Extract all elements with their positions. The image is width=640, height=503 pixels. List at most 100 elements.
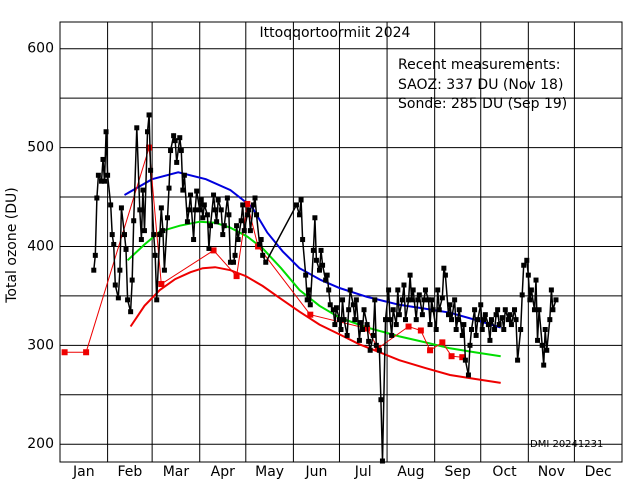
y-axis-label: Total ozone (DU) — [4, 187, 20, 304]
data-point — [244, 212, 250, 218]
data-point — [413, 317, 419, 323]
data-point — [186, 207, 192, 213]
data-point — [544, 347, 550, 353]
data-point — [226, 212, 232, 218]
data-point — [429, 297, 435, 303]
data-point — [307, 302, 313, 308]
data-point — [220, 232, 226, 238]
data-point — [393, 322, 399, 328]
x-tick-label: Jun — [304, 464, 327, 480]
data-point — [184, 219, 190, 225]
data-point — [350, 302, 356, 308]
data-point — [206, 245, 212, 251]
y-tick-label: 200 — [27, 436, 54, 452]
data-point — [441, 265, 447, 271]
data-point — [462, 357, 468, 363]
x-tick-label: Aug — [397, 464, 424, 480]
y-tick-label: 300 — [27, 337, 54, 353]
data-point — [550, 307, 556, 313]
data-point — [401, 282, 407, 288]
data-point — [91, 267, 97, 273]
data-point — [103, 129, 109, 135]
data-point — [247, 228, 253, 234]
data-point — [505, 317, 511, 323]
data-point — [409, 297, 415, 303]
data-point — [258, 237, 264, 243]
data-point — [465, 372, 471, 378]
data-point — [211, 192, 217, 198]
data-point — [210, 247, 217, 254]
chart-title: Ittoqqortoormiit 2024 — [260, 25, 411, 41]
data-point — [306, 287, 312, 293]
data-point — [338, 327, 344, 333]
data-point — [479, 327, 485, 333]
x-tick-label: May — [255, 464, 284, 480]
data-point — [198, 197, 204, 203]
data-point — [518, 327, 524, 333]
data-point — [304, 297, 310, 303]
data-point — [146, 144, 153, 151]
x-tick-label: Mar — [163, 464, 190, 480]
data-point — [456, 307, 462, 313]
data-point — [215, 197, 221, 203]
data-point — [347, 287, 353, 293]
data-point — [513, 317, 519, 323]
data-point — [459, 354, 466, 361]
data-point — [307, 311, 314, 318]
annotation: SAOZ: 337 DU (Nov 18) — [398, 77, 563, 93]
data-point — [61, 349, 68, 356]
data-point — [298, 197, 304, 203]
data-point — [293, 202, 299, 208]
data-point — [433, 327, 439, 333]
data-point — [373, 342, 379, 348]
data-point — [212, 207, 218, 213]
data-point — [166, 185, 172, 191]
x-tick-label: Apr — [211, 464, 235, 480]
data-point — [192, 207, 198, 213]
data-point — [160, 228, 166, 234]
data-point — [524, 257, 530, 263]
data-point — [512, 307, 518, 313]
data-point — [473, 332, 479, 338]
data-point — [303, 272, 309, 278]
data-point — [191, 237, 197, 243]
y-tick-label: 400 — [27, 238, 54, 254]
data-point — [174, 159, 180, 165]
data-point — [364, 322, 370, 328]
data-point — [318, 247, 324, 253]
data-point — [134, 125, 140, 131]
data-point — [320, 262, 326, 268]
data-point — [128, 309, 134, 315]
data-point — [336, 317, 342, 323]
data-point — [426, 297, 432, 303]
data-point — [455, 317, 461, 323]
data-point — [250, 202, 256, 208]
data-point — [515, 357, 521, 363]
data-point — [531, 307, 537, 313]
data-point — [224, 195, 230, 201]
data-point — [507, 312, 513, 318]
data-point — [386, 287, 392, 293]
data-point — [533, 277, 539, 283]
data-point — [492, 327, 498, 333]
data-point — [118, 205, 124, 211]
series-line — [126, 220, 501, 358]
data-point — [495, 307, 501, 313]
x-tick-label: Jan — [72, 464, 95, 480]
data-point — [94, 195, 100, 201]
data-point — [168, 148, 174, 154]
data-point — [383, 317, 389, 323]
x-tick-label: Feb — [117, 464, 142, 480]
data-point — [427, 347, 434, 354]
data-point — [138, 237, 144, 243]
data-point — [419, 312, 425, 318]
data-point — [172, 138, 178, 144]
data-point — [181, 172, 187, 178]
data-point — [218, 207, 224, 213]
data-point — [353, 297, 359, 303]
data-point — [326, 287, 332, 293]
data-point — [214, 219, 220, 225]
data-point — [372, 297, 378, 303]
data-point — [327, 302, 333, 308]
data-point — [396, 312, 402, 318]
